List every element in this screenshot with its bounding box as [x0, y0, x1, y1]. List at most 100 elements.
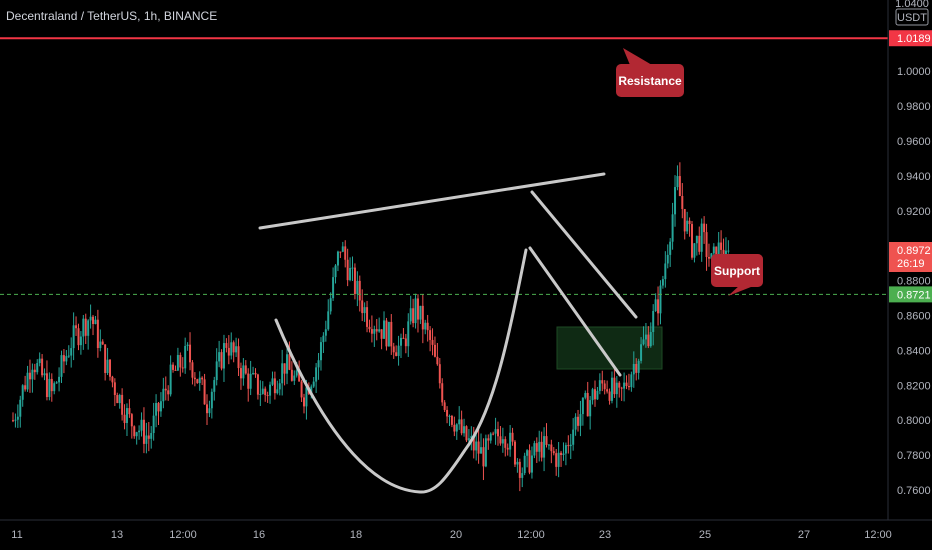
candle-body: [535, 443, 538, 452]
candle: [116, 392, 119, 404]
time-axis-panel[interactable]: [0, 520, 932, 550]
candle: [402, 328, 405, 339]
candle: [688, 217, 691, 237]
candle-body: [436, 356, 439, 365]
cup-curve[interactable]: [274, 248, 528, 494]
candle-body: [96, 319, 99, 349]
candle-body: [380, 329, 383, 339]
candle: [450, 414, 453, 428]
candle: [142, 407, 145, 454]
resistance-callout[interactable]: Resistance: [616, 48, 684, 97]
candle: [649, 322, 652, 348]
rim-trendline[interactable]: [258, 172, 606, 230]
candle: [550, 439, 553, 464]
candle-body: [41, 358, 44, 376]
candle: [392, 342, 395, 359]
candle-body: [700, 223, 703, 252]
handle-upper-line[interactable]: [530, 190, 638, 319]
resistance-callout-box: [616, 64, 684, 97]
candle-body: [346, 259, 349, 281]
candle: [247, 368, 250, 402]
candle-body: [598, 380, 601, 391]
candle-body: [686, 220, 689, 232]
candle: [210, 388, 213, 419]
candle: [530, 446, 533, 479]
candle: [426, 314, 429, 342]
candle-body: [33, 369, 36, 373]
candle-body: [492, 433, 495, 435]
time-tick-label: 18: [350, 529, 362, 541]
support-price-tag-text: 0.8721: [897, 289, 931, 301]
candle: [222, 334, 225, 382]
candle-body: [227, 347, 230, 356]
candle-body: [627, 385, 630, 388]
candle-body: [438, 364, 441, 384]
candle-body: [142, 419, 145, 444]
candle: [429, 326, 432, 352]
candle: [366, 300, 369, 333]
candle-body: [727, 250, 730, 252]
support-callout[interactable]: Support: [711, 254, 763, 296]
candle-body: [521, 473, 524, 478]
support-price-tag[interactable]: 0.8721: [889, 286, 932, 303]
candle: [436, 342, 439, 366]
candle-body: [295, 370, 298, 376]
candle: [276, 380, 279, 395]
candle-body: [504, 439, 507, 448]
candle-body: [252, 372, 255, 374]
candle: [564, 442, 567, 466]
candle-body: [603, 383, 606, 390]
candle: [681, 183, 684, 219]
candle-body: [647, 334, 650, 347]
currency-badge[interactable]: [895, 8, 929, 26]
candle-body: [43, 373, 46, 376]
candle: [70, 337, 73, 368]
candle-body: [448, 415, 451, 417]
candle-body: [261, 388, 264, 394]
candle: [567, 435, 570, 454]
candle-body: [375, 329, 378, 332]
candle: [509, 425, 512, 457]
candle-body: [116, 395, 119, 404]
candle-body: [383, 320, 386, 339]
candle-body: [38, 358, 41, 364]
candle-body: [637, 360, 640, 373]
candle-body: [400, 337, 402, 346]
candle-body: [610, 377, 613, 401]
candle-body: [152, 415, 155, 434]
resistance-price-tag[interactable]: 1.0189: [889, 30, 932, 47]
candle: [642, 326, 645, 346]
candle: [312, 376, 315, 388]
candle: [630, 371, 633, 392]
candle: [543, 427, 546, 472]
time-tick-label: 25: [699, 529, 711, 541]
candle: [613, 367, 616, 398]
candle: [547, 444, 550, 450]
candle-body: [276, 389, 279, 394]
candle: [324, 320, 327, 342]
candle: [555, 449, 558, 476]
candle: [400, 333, 402, 359]
candle-body: [463, 426, 466, 434]
handle-lower-line[interactable]: [528, 246, 622, 377]
symbol-title[interactable]: Decentraland / TetherUS, 1h, BINANCE: [6, 9, 218, 23]
candle: [433, 336, 436, 358]
candle-body: [198, 377, 201, 384]
candle-body: [533, 443, 536, 456]
candle: [640, 337, 643, 364]
candle-body: [421, 305, 424, 330]
candle: [271, 371, 274, 386]
candle: [106, 347, 109, 376]
price-axis-panel[interactable]: [888, 0, 932, 550]
candle-body: [184, 345, 187, 369]
candle-body: [334, 265, 337, 278]
candle: [334, 264, 337, 284]
candle: [288, 341, 291, 371]
candle-body: [635, 363, 638, 373]
candle-body: [353, 267, 356, 294]
candle: [125, 403, 128, 437]
candle: [647, 326, 650, 349]
candle-body: [487, 438, 490, 441]
